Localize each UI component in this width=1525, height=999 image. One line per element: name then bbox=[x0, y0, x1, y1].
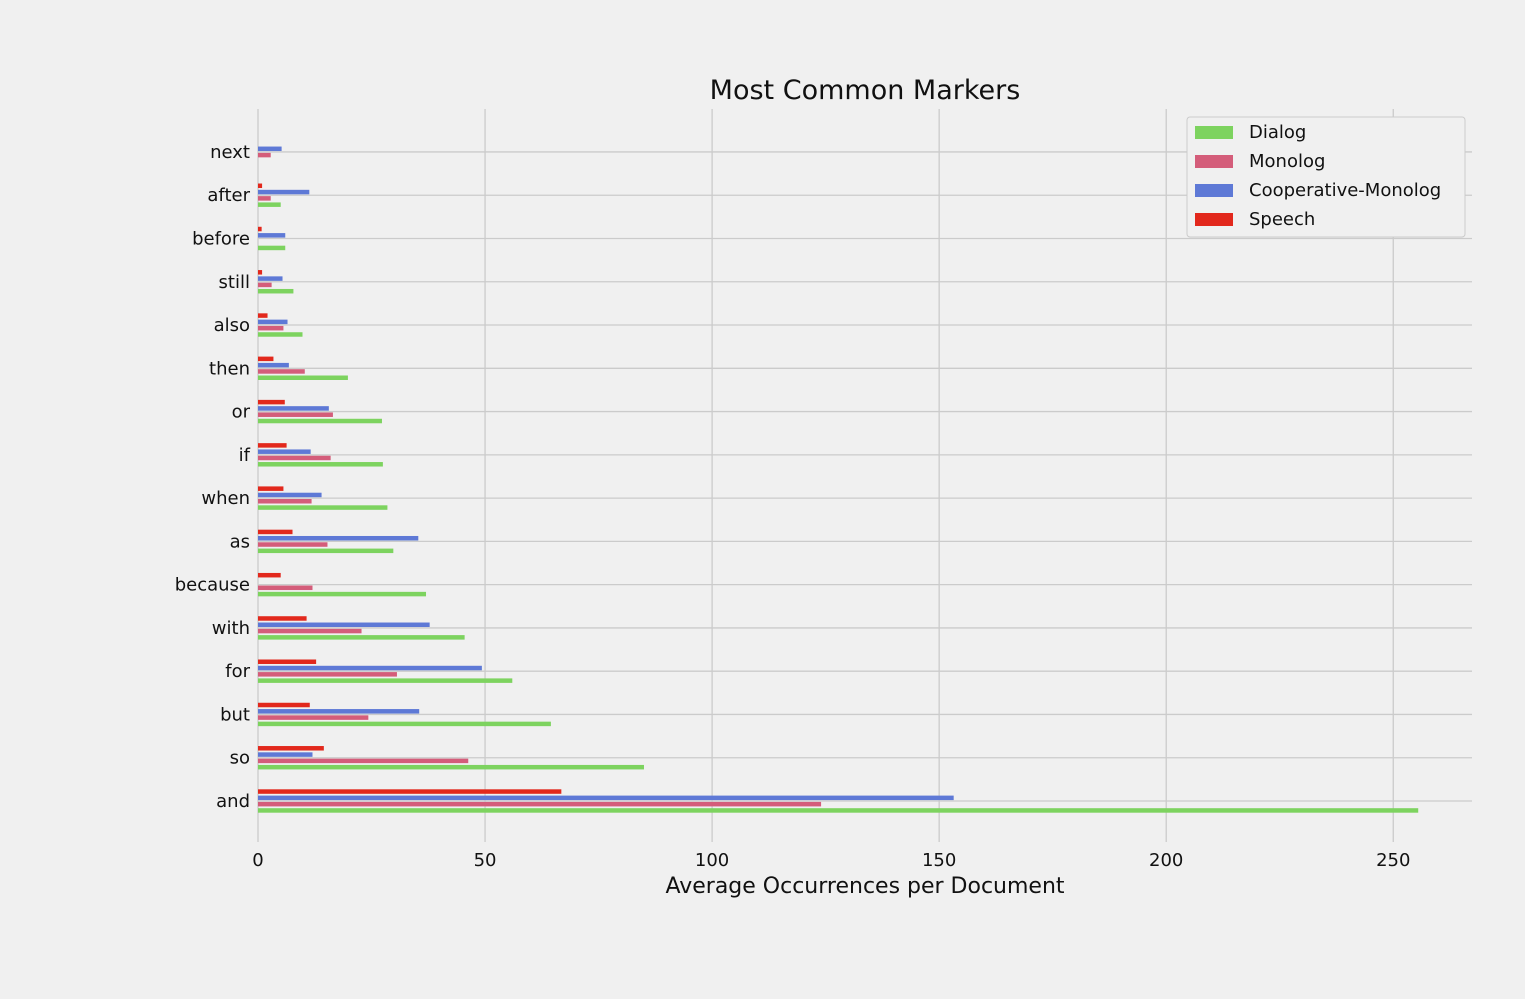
bar bbox=[258, 752, 313, 757]
legend-swatch bbox=[1195, 184, 1233, 197]
legend-swatch bbox=[1195, 126, 1233, 139]
legend-label: Dialog bbox=[1249, 122, 1306, 143]
y-axis-ticks: and so but for with because as when if or then also… bbox=[175, 142, 251, 812]
bar bbox=[258, 288, 294, 294]
bar bbox=[258, 616, 307, 621]
x-tick-label: 50 bbox=[474, 850, 497, 871]
bar bbox=[258, 455, 331, 461]
bar bbox=[258, 542, 328, 547]
bar bbox=[258, 505, 388, 510]
y-tick-label: then bbox=[209, 358, 250, 379]
y-tick-label: when bbox=[201, 488, 250, 509]
bar bbox=[258, 443, 287, 448]
bar bbox=[258, 585, 313, 591]
y-tick-label: with bbox=[212, 618, 250, 639]
bar bbox=[258, 146, 282, 152]
bar bbox=[258, 418, 382, 424]
legend-label: Cooperative-Monolog bbox=[1249, 180, 1441, 201]
y-tick-label: if bbox=[239, 445, 251, 466]
bar bbox=[258, 449, 311, 454]
bar bbox=[258, 492, 322, 498]
bar bbox=[258, 462, 383, 467]
bar bbox=[258, 325, 284, 331]
chart-title: Most Common Markers bbox=[710, 75, 1021, 106]
bar bbox=[258, 183, 263, 189]
bar bbox=[258, 715, 369, 720]
bar bbox=[258, 535, 419, 541]
bar bbox=[258, 399, 285, 405]
bar bbox=[258, 362, 289, 368]
bar bbox=[258, 659, 317, 664]
bar bbox=[258, 709, 420, 714]
legend-swatch bbox=[1195, 213, 1233, 226]
y-tick-label: but bbox=[220, 704, 250, 725]
bar bbox=[258, 746, 324, 751]
legend: Dialog Monolog Cooperative-Monolog Speech bbox=[1186, 116, 1466, 238]
x-axis-ticks: 0 50 100 150 200 250 bbox=[252, 850, 1410, 871]
bar bbox=[258, 270, 263, 275]
x-tick-label: 100 bbox=[695, 850, 729, 871]
x-tick-label: 0 bbox=[252, 850, 263, 871]
bar bbox=[258, 721, 551, 727]
bar bbox=[258, 226, 262, 232]
bar bbox=[258, 635, 465, 640]
bar bbox=[258, 202, 281, 207]
legend-label: Speech bbox=[1249, 209, 1315, 230]
y-tick-label: so bbox=[230, 748, 250, 769]
bar bbox=[258, 622, 430, 628]
bar bbox=[258, 548, 394, 554]
x-tick-label: 250 bbox=[1376, 850, 1410, 871]
bar bbox=[258, 412, 333, 417]
bars bbox=[258, 146, 1419, 813]
x-axis-title: Average Occurrences per Document bbox=[665, 874, 1064, 899]
bar bbox=[258, 245, 286, 251]
bar bbox=[258, 789, 562, 794]
legend-swatch bbox=[1195, 155, 1233, 168]
x-tick-label: 150 bbox=[922, 850, 956, 871]
bar bbox=[258, 486, 284, 491]
bar bbox=[258, 332, 303, 337]
bar bbox=[258, 764, 644, 770]
bar bbox=[258, 628, 362, 634]
bar bbox=[258, 591, 427, 597]
y-tick-label: as bbox=[230, 531, 250, 552]
y-tick-label: still bbox=[219, 272, 250, 293]
y-tick-label: because bbox=[175, 575, 250, 596]
bar bbox=[258, 406, 329, 411]
bar bbox=[258, 808, 1419, 813]
bar bbox=[258, 499, 312, 504]
bar bbox=[258, 758, 469, 764]
bar bbox=[258, 672, 397, 677]
y-tick-label: for bbox=[225, 661, 250, 682]
bar bbox=[258, 529, 293, 535]
bar bbox=[258, 678, 513, 683]
bar bbox=[258, 282, 272, 288]
bar bbox=[258, 375, 348, 380]
bar bbox=[258, 152, 271, 158]
bar bbox=[258, 702, 310, 708]
y-tick-label: also bbox=[214, 315, 250, 336]
bar bbox=[258, 233, 286, 238]
bar bbox=[258, 369, 305, 374]
bar bbox=[258, 196, 271, 201]
bar bbox=[258, 313, 268, 318]
bar bbox=[258, 801, 822, 807]
y-tick-label: after bbox=[207, 185, 250, 206]
y-tick-label: or bbox=[232, 402, 251, 423]
bar bbox=[258, 795, 954, 801]
y-tick-label: and bbox=[216, 791, 250, 812]
bar bbox=[258, 665, 482, 671]
y-tick-label: next bbox=[210, 142, 250, 163]
bar bbox=[258, 356, 274, 362]
bar bbox=[258, 189, 310, 195]
legend-label: Monolog bbox=[1249, 151, 1325, 172]
bar bbox=[258, 276, 283, 281]
y-tick-label: before bbox=[192, 228, 250, 249]
bar bbox=[258, 572, 281, 578]
legend-box bbox=[1186, 116, 1466, 238]
bar bbox=[258, 319, 288, 325]
x-tick-label: 200 bbox=[1149, 850, 1183, 871]
